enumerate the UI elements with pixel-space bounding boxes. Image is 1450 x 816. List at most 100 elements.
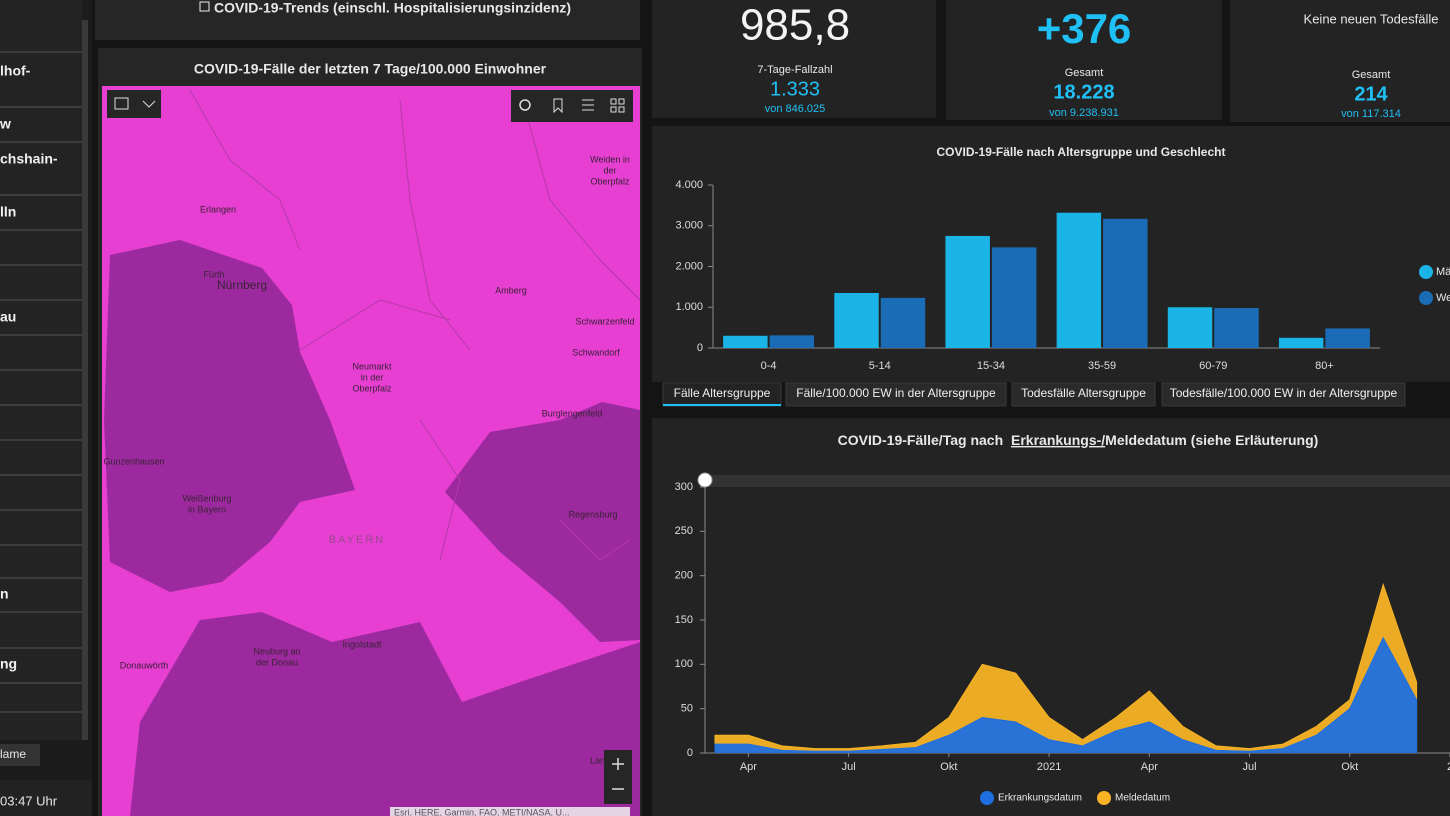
kpi-label: 7-Tage-Fallzahl [757, 64, 832, 76]
bar [723, 335, 768, 348]
legend-label[interactable]: Männlich [1436, 266, 1450, 278]
x-tick-label: 0-4 [761, 360, 777, 372]
place-label: Burglengenfeld [542, 408, 603, 418]
layer-icon [114, 97, 129, 110]
kpi-label: Gesamt [1065, 67, 1104, 79]
y-tick-label: 250 [675, 525, 693, 537]
place-label: Erlangen [200, 204, 236, 214]
place-label: Weißenburg [183, 493, 232, 503]
kpi-of: von 846.025 [765, 103, 826, 115]
zoom-icons [612, 758, 624, 790]
sidebar-item[interactable]: w [0, 116, 11, 132]
y-tick-label: 50 [681, 703, 693, 715]
legend-label[interactable]: Weiblich [1436, 292, 1450, 304]
place-label: Neumarkt [352, 361, 392, 371]
tab[interactable] [785, 382, 1007, 407]
kpi-card [1230, 0, 1450, 122]
tab-label: Fälle/100.000 EW in der Altersgruppe [796, 386, 996, 400]
chart-title: COVID-19-Fälle nach Altersgruppe und Ges… [937, 145, 1226, 159]
place-label: der Donau [256, 657, 298, 667]
x-tick-label: Apr [1141, 761, 1158, 773]
region [130, 612, 640, 816]
range-slider[interactable] [705, 475, 1450, 487]
kpi-total: 18.228 [1053, 81, 1114, 103]
kpi-total: 1.333 [770, 78, 820, 100]
y-tick-label: 300 [675, 481, 693, 493]
tab[interactable] [1011, 382, 1156, 407]
trends-panel [95, 0, 640, 40]
bar [1214, 308, 1259, 348]
grid-icon[interactable] [610, 98, 625, 113]
bar [1056, 212, 1102, 348]
slider-handle[interactable] [697, 472, 713, 488]
scrollbar[interactable] [82, 20, 88, 740]
place-label: Gunzenhausen [103, 456, 164, 466]
place-label: der [603, 165, 616, 175]
place-label: in der [361, 372, 384, 382]
sidebar-item[interactable]: chshain- [0, 151, 58, 167]
place-label: in Bayern [188, 504, 226, 514]
legend-label[interactable]: Erkrankungsdatum [998, 793, 1082, 804]
map-title: COVID-19-Fälle der letzten 7 Tage/100.00… [194, 61, 547, 77]
place-label: Weiden in [590, 154, 630, 164]
bookmark-icon[interactable] [553, 98, 563, 114]
region [445, 402, 640, 642]
tab-label: Todesfälle Altersgruppe [1021, 386, 1146, 400]
place-label: Ingolstadt [342, 639, 382, 649]
name-label: lame [0, 747, 26, 761]
borders [189, 89, 640, 561]
sidebar-item[interactable]: ng [0, 656, 17, 672]
x-tick-label: 2021 [1037, 761, 1061, 773]
kpi-of: von 9.238.931 [1049, 107, 1119, 119]
y-tick-label: 150 [675, 614, 693, 626]
sidebar-item[interactable]: au [0, 309, 16, 325]
chart-title: COVID-19-Fälle/Tag nach Erkrankungs-/Mel… [838, 432, 1319, 448]
y-tick-label: 2.000 [675, 260, 703, 272]
tabs: Fälle Altersgruppe Fälle/100.000 EW in de… [662, 382, 1406, 407]
trends-link[interactable]: COVID-19-Trends (einschl. Hospitalisieru… [214, 0, 571, 16]
kpi-label: Gesamt [1352, 69, 1391, 81]
tab[interactable] [1161, 382, 1406, 407]
sidebar-item[interactable]: lln [0, 204, 16, 220]
bar [1325, 328, 1370, 348]
bar [1278, 337, 1324, 348]
place-label: Schwandorf [572, 347, 620, 357]
attribution-bar [390, 807, 630, 816]
sidebar-item[interactable]: n [0, 586, 9, 602]
search-icon[interactable] [519, 99, 531, 111]
sidebar-separators [0, 51, 82, 713]
kpi-card [652, 0, 936, 118]
legend-swatch [1097, 791, 1111, 805]
y-tick-label: 200 [675, 570, 693, 582]
x-tick-label: Okt [1341, 761, 1358, 773]
place-label: Regensburg [568, 509, 617, 519]
title-part: Meldedatum (siehe Erläuterung) [1105, 432, 1318, 448]
list-icon[interactable] [582, 99, 594, 111]
kpi-card [946, 0, 1222, 120]
title-part[interactable]: Erkrankungs-/ [1011, 432, 1105, 448]
x-tick-label: Jul [842, 761, 856, 773]
place-label: Oberpfalz [590, 176, 630, 186]
sidebar-item[interactable]: lhof- [0, 63, 31, 79]
tab-label: Fälle Altersgruppe [674, 386, 771, 400]
bar [880, 297, 926, 348]
bar [1167, 307, 1213, 348]
y-tick-label: 3.000 [675, 220, 703, 232]
legend-swatch [1419, 291, 1433, 305]
x-tick-label: 15-34 [977, 360, 1005, 372]
x-tick-label: 2 [1447, 761, 1450, 773]
legend-label[interactable]: Meldedatum [1115, 793, 1170, 804]
region [104, 240, 355, 592]
bar [991, 247, 1037, 348]
link-icon [199, 1, 210, 12]
tab-label: Todesfälle/100.000 EW in der Altersgrupp… [1170, 386, 1398, 400]
bar [1103, 218, 1148, 348]
x-tick-label: Apr [740, 761, 757, 773]
bar [945, 235, 990, 348]
x-tick-label: 60-79 [1199, 360, 1227, 372]
dropdown-icon [142, 100, 156, 108]
place-label: BAYERN [329, 534, 385, 546]
place-label: Donauwörth [120, 660, 169, 670]
map[interactable]: Weiden in der Oberpfalz Erlangen Fürth N… [102, 86, 640, 816]
